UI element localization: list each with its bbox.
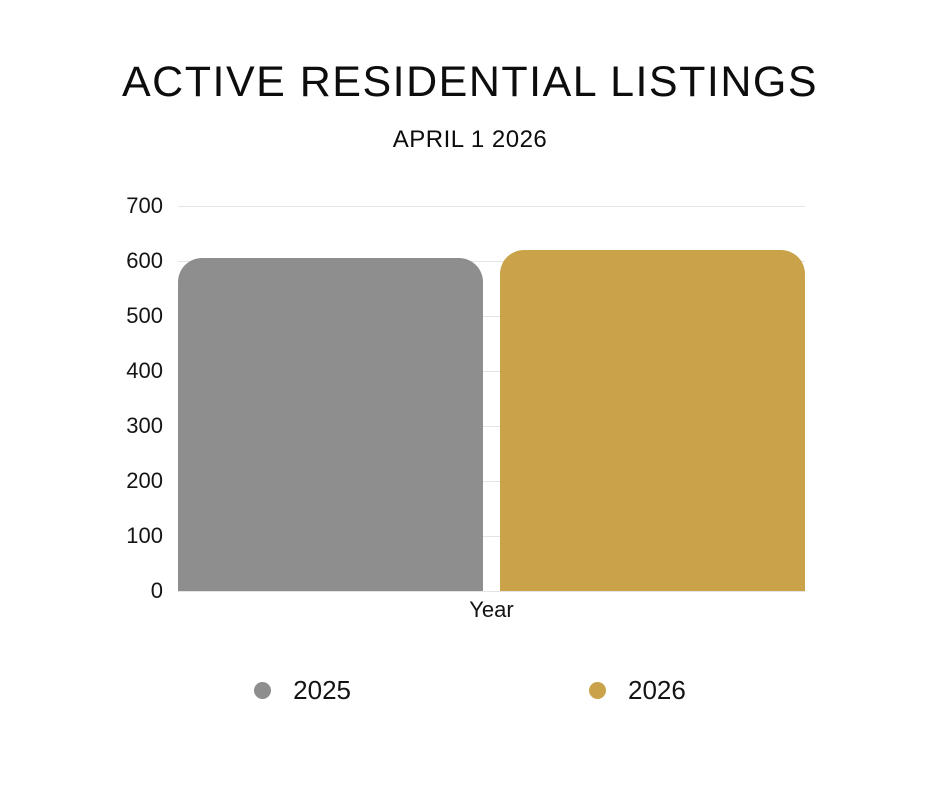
y-tick-label-100: 100 [126, 523, 163, 548]
gridline-500 [178, 315, 805, 317]
y-tick-label-700: 700 [126, 193, 163, 218]
legend-label: 2025 [293, 675, 351, 705]
plot-area: 700 600 500 400 300 200 100 0 [126, 195, 805, 602]
bar-2026 [500, 250, 805, 591]
legend-label: 2026 [628, 675, 686, 705]
y-tick-label-500: 500 [126, 303, 163, 328]
gridline-100 [178, 535, 805, 537]
legend: 2025 2026 [0, 674, 940, 706]
y-tick-label-200: 200 [126, 468, 163, 493]
chart-subtitle: APRIL 1 2026 [392, 126, 548, 153]
gridline-400 [178, 370, 805, 372]
y-tick-label-0: 0 [150, 578, 163, 603]
gridline-200 [178, 480, 805, 482]
y-tick-label-300: 300 [126, 413, 163, 438]
legend-dot-icon [254, 681, 272, 699]
bar-2025 [178, 258, 483, 591]
y-tick-label-400: 400 [126, 358, 163, 383]
gridline-700 [178, 205, 805, 207]
chart-title: ACTIVE RESIDENTIAL LISTINGS [122, 58, 818, 106]
legend-item-2026: 2026 [589, 674, 686, 706]
legend-item-2025: 2025 [254, 674, 351, 706]
legend-dot-icon [589, 681, 606, 699]
gridline-600 [178, 260, 805, 262]
x-axis-label: Year [469, 597, 514, 622]
y-tick-label-600: 600 [126, 248, 163, 273]
gridline-300 [178, 425, 805, 427]
gridline-0 [178, 590, 805, 592]
